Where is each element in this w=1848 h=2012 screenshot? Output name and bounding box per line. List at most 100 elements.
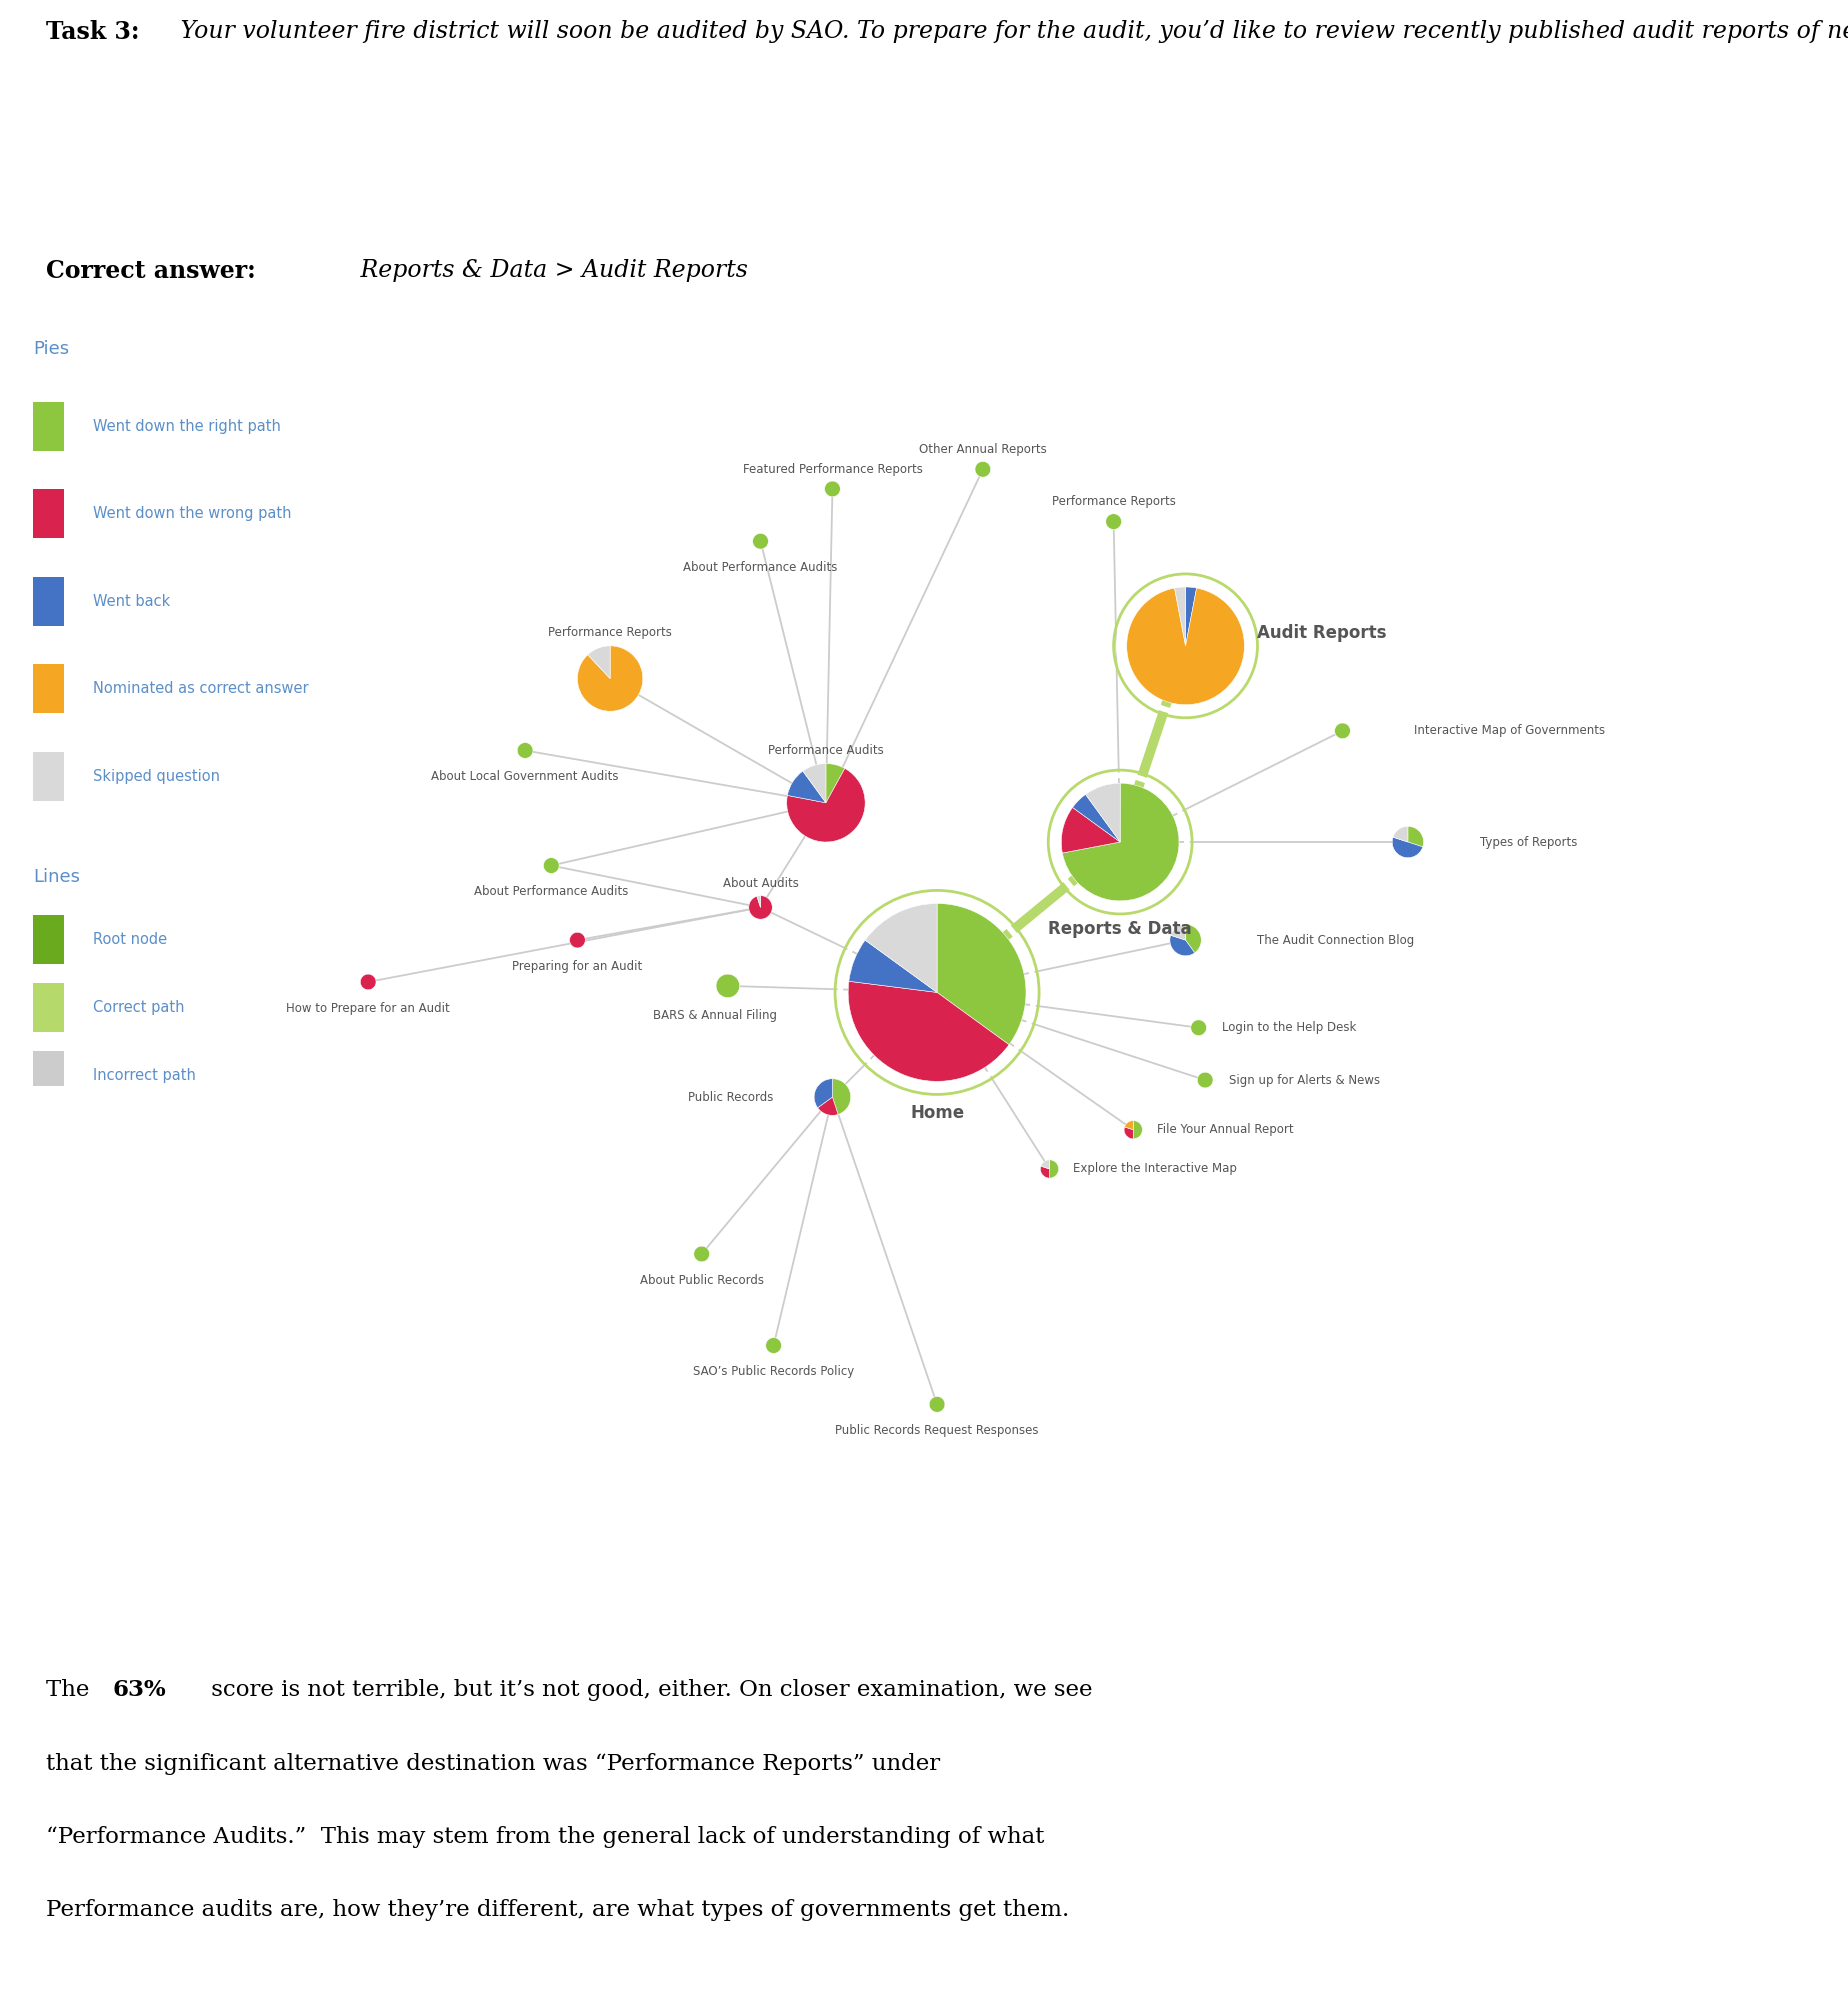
FancyBboxPatch shape: [33, 402, 65, 451]
Text: Correct answer:: Correct answer:: [46, 260, 257, 284]
Text: Pies: Pies: [33, 340, 70, 358]
FancyBboxPatch shape: [33, 752, 65, 801]
Wedge shape: [1186, 924, 1201, 954]
Wedge shape: [1186, 588, 1198, 646]
Wedge shape: [765, 1338, 782, 1354]
Text: SAO’s Public Records Policy: SAO’s Public Records Policy: [693, 1366, 854, 1378]
Text: Public Records Request Responses: Public Records Request Responses: [835, 1424, 1039, 1437]
Wedge shape: [937, 903, 1026, 1044]
Wedge shape: [748, 895, 772, 919]
Text: score is not terrible, but it’s not good, either. On closer examination, we see: score is not terrible, but it’s not good…: [203, 1680, 1092, 1702]
Text: Interactive Map of Governments: Interactive Map of Governments: [1414, 724, 1606, 736]
Text: Performance Reports: Performance Reports: [549, 626, 673, 640]
Text: Root node: Root node: [92, 932, 166, 948]
Text: Public Records: Public Records: [687, 1091, 774, 1103]
Wedge shape: [1393, 827, 1408, 843]
Text: Performance Reports: Performance Reports: [1052, 495, 1175, 509]
Text: Explore the Interactive Map: Explore the Interactive Map: [1074, 1163, 1236, 1175]
FancyBboxPatch shape: [33, 489, 65, 539]
Text: Skipped question: Skipped question: [92, 769, 220, 785]
Wedge shape: [1190, 1020, 1207, 1036]
Text: Home: Home: [909, 1105, 965, 1121]
Wedge shape: [1124, 1127, 1133, 1139]
Wedge shape: [1040, 1159, 1050, 1169]
Wedge shape: [1175, 588, 1186, 646]
Wedge shape: [824, 481, 841, 497]
Wedge shape: [930, 1396, 944, 1412]
Text: Performance Audits: Performance Audits: [769, 744, 883, 757]
Text: Performance audits are, how they’re different, are what types of governments get: Performance audits are, how they’re diff…: [46, 1899, 1070, 1921]
Text: About Public Records: About Public Records: [639, 1274, 763, 1286]
Wedge shape: [577, 646, 643, 710]
Text: Incorrect path: Incorrect path: [92, 1068, 196, 1082]
Wedge shape: [832, 1078, 850, 1115]
Text: Other Annual Reports: Other Annual Reports: [918, 443, 1046, 457]
Wedge shape: [848, 940, 937, 992]
Wedge shape: [1040, 1167, 1050, 1179]
Wedge shape: [1105, 513, 1122, 529]
Text: Went down the right path: Went down the right path: [92, 418, 281, 435]
Text: Correct path: Correct path: [92, 1000, 185, 1014]
Text: Task 3:: Task 3:: [46, 20, 140, 44]
FancyBboxPatch shape: [33, 915, 65, 964]
FancyBboxPatch shape: [33, 982, 65, 1032]
Text: Types of Reports: Types of Reports: [1480, 835, 1576, 849]
Text: Went back: Went back: [92, 594, 170, 610]
Wedge shape: [1334, 722, 1351, 738]
Text: Audit Reports: Audit Reports: [1257, 624, 1388, 642]
Text: About Performance Audits: About Performance Audits: [684, 561, 837, 573]
Text: Your volunteer fire district will soon be audited by SAO. To prepare for the aud: Your volunteer fire district will soon b…: [172, 20, 1848, 42]
Wedge shape: [1133, 1121, 1142, 1139]
Text: Reports & Data > Audit Reports: Reports & Data > Audit Reports: [353, 260, 748, 282]
Wedge shape: [815, 1078, 832, 1109]
Wedge shape: [1061, 807, 1120, 853]
Wedge shape: [1063, 783, 1179, 901]
Wedge shape: [1072, 795, 1120, 843]
Wedge shape: [360, 974, 375, 990]
Wedge shape: [758, 895, 761, 907]
Text: The: The: [46, 1680, 96, 1702]
Wedge shape: [976, 461, 991, 477]
Text: 63%: 63%: [113, 1680, 166, 1702]
Wedge shape: [588, 646, 610, 678]
Wedge shape: [1198, 1072, 1212, 1088]
Text: Went down the wrong path: Went down the wrong path: [92, 507, 292, 521]
Wedge shape: [543, 857, 560, 873]
Text: File Your Annual Report: File Your Annual Report: [1157, 1123, 1294, 1137]
Wedge shape: [517, 742, 532, 759]
Wedge shape: [1408, 827, 1423, 847]
Wedge shape: [817, 1097, 839, 1115]
Text: Lines: Lines: [33, 867, 79, 885]
Text: “Performance Audits.”  This may stem from the general lack of understanding of w: “Performance Audits.” This may stem from…: [46, 1827, 1044, 1847]
Text: Sign up for Alerts & News: Sign up for Alerts & News: [1229, 1074, 1380, 1086]
Text: Featured Performance Reports: Featured Performance Reports: [743, 463, 922, 475]
Text: that the significant alternative destination was “Performance Reports” under: that the significant alternative destina…: [46, 1752, 941, 1775]
Wedge shape: [826, 765, 845, 803]
Text: The Audit Connection Blog: The Audit Connection Blog: [1257, 934, 1416, 946]
Wedge shape: [1050, 1159, 1059, 1179]
Text: About Performance Audits: About Performance Audits: [475, 885, 628, 897]
FancyBboxPatch shape: [33, 664, 65, 714]
Wedge shape: [787, 771, 826, 803]
FancyBboxPatch shape: [33, 577, 65, 626]
Text: About Local Government Audits: About Local Government Audits: [431, 771, 619, 783]
FancyBboxPatch shape: [33, 1050, 65, 1101]
Wedge shape: [787, 769, 865, 841]
Text: BARS & Annual Filing: BARS & Annual Filing: [652, 1010, 776, 1022]
Wedge shape: [1170, 936, 1196, 956]
Wedge shape: [1170, 924, 1186, 940]
Wedge shape: [1125, 1121, 1133, 1131]
Wedge shape: [1085, 783, 1120, 843]
Wedge shape: [569, 932, 586, 948]
Text: Reports & Data: Reports & Data: [1048, 921, 1192, 938]
Wedge shape: [802, 765, 826, 803]
Text: Nominated as correct answer: Nominated as correct answer: [92, 682, 309, 696]
Wedge shape: [715, 974, 739, 998]
Text: How to Prepare for an Audit: How to Prepare for an Audit: [286, 1002, 451, 1014]
Text: Preparing for an Audit: Preparing for an Audit: [512, 960, 643, 972]
Text: About Audits: About Audits: [723, 877, 798, 891]
Wedge shape: [865, 903, 937, 992]
Wedge shape: [1392, 837, 1423, 857]
Text: Login to the Help Desk: Login to the Help Desk: [1222, 1022, 1356, 1034]
Wedge shape: [693, 1245, 710, 1262]
